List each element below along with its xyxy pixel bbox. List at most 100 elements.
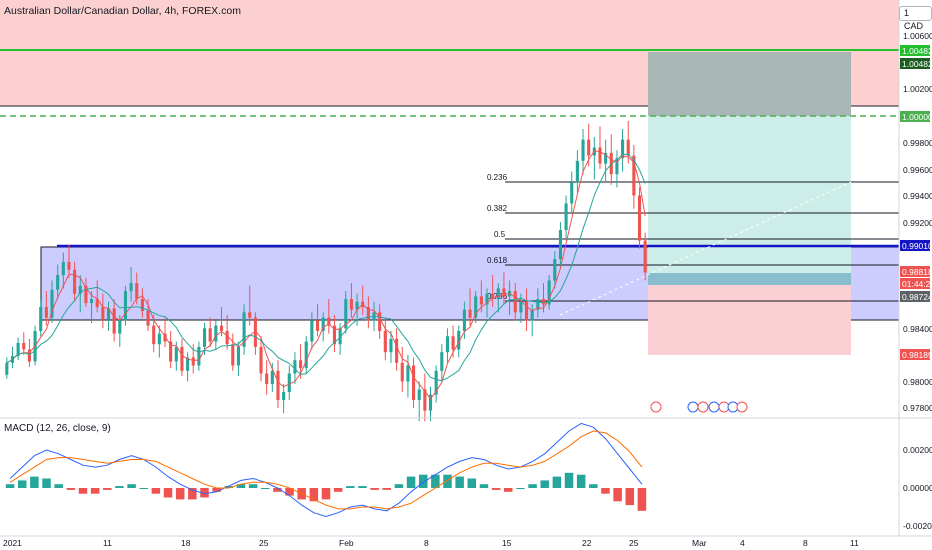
candle-body bbox=[355, 301, 359, 310]
candle-body bbox=[575, 160, 579, 183]
macd-hist-bar bbox=[431, 474, 440, 488]
candle-body bbox=[581, 139, 585, 161]
candle-body bbox=[338, 328, 342, 345]
candle-body bbox=[293, 360, 297, 374]
macd-pane bbox=[5, 422, 647, 518]
candle-body bbox=[423, 389, 427, 411]
badge-dashed-level: 1.00000 bbox=[902, 112, 932, 122]
time-tick: 8 bbox=[424, 538, 429, 548]
candle-body bbox=[637, 195, 642, 241]
candle-body bbox=[598, 147, 602, 164]
time-tick: 18 bbox=[181, 538, 191, 548]
macd-hist-bar bbox=[467, 478, 477, 488]
fib-label-05: 0.5 bbox=[494, 230, 506, 239]
candle-body bbox=[208, 328, 212, 342]
macd-hist-bar bbox=[224, 486, 234, 488]
macd-hist-bar bbox=[212, 488, 221, 492]
candle-body bbox=[5, 362, 9, 375]
macd-hist-bar bbox=[346, 486, 355, 488]
candle-body bbox=[242, 312, 246, 347]
macd-hist-bar bbox=[394, 484, 404, 488]
candle-body bbox=[626, 139, 630, 156]
candle-body bbox=[564, 203, 568, 230]
candle-body bbox=[163, 333, 167, 342]
macd-hist-bar bbox=[540, 480, 549, 488]
price-tick: 0.98400 bbox=[903, 324, 932, 334]
macd-hist-bar bbox=[5, 484, 15, 488]
candle-body bbox=[462, 309, 466, 331]
candle-body bbox=[73, 269, 77, 294]
macd-hist-bar bbox=[382, 488, 392, 490]
candle-body bbox=[157, 333, 161, 345]
candle-body bbox=[491, 293, 495, 300]
candle-body bbox=[349, 299, 353, 310]
candle-body bbox=[231, 344, 235, 366]
macd-hist-bar bbox=[42, 478, 51, 488]
candle-body bbox=[310, 320, 314, 342]
macd-hist-bar bbox=[248, 484, 258, 488]
price-axis: 1.00600 1.00200 0.99800 0.99600 0.99400 … bbox=[903, 31, 932, 413]
candle-body bbox=[474, 296, 478, 318]
candle-body bbox=[22, 342, 26, 350]
candle-body bbox=[39, 307, 43, 331]
candle-body bbox=[604, 152, 608, 164]
macd-hist-bar bbox=[175, 488, 185, 500]
price-tick: 1.00200 bbox=[903, 84, 932, 94]
candle-body bbox=[140, 299, 144, 312]
candle-body bbox=[536, 299, 540, 310]
candle-body bbox=[553, 259, 557, 281]
macd-hist-bar bbox=[17, 480, 27, 488]
price-tick: 0.99400 bbox=[903, 191, 932, 201]
candle-body bbox=[547, 280, 551, 305]
macd-hist-bar bbox=[78, 488, 88, 494]
candle-body bbox=[327, 317, 331, 326]
macd-hist-bar bbox=[236, 484, 246, 488]
candle-body bbox=[225, 330, 229, 345]
candle-body bbox=[428, 394, 433, 411]
candle-body bbox=[395, 338, 399, 363]
candle-body bbox=[541, 299, 546, 305]
macd-hist-bar bbox=[613, 488, 622, 502]
candle-body bbox=[524, 301, 529, 321]
currency-badge[interactable]: 1 CAD bbox=[899, 6, 932, 31]
candle-body bbox=[315, 320, 320, 331]
candle-body bbox=[101, 307, 105, 319]
macd-hist-bar bbox=[103, 488, 112, 490]
time-tick: 4 bbox=[740, 538, 745, 548]
stop-loss-zone bbox=[648, 285, 851, 355]
projection-line bbox=[559, 181, 852, 316]
candle-body bbox=[202, 328, 207, 347]
candle-body bbox=[389, 338, 393, 353]
candle-body bbox=[259, 346, 263, 374]
candle-body bbox=[152, 325, 156, 345]
price-tick: 1.00600 bbox=[903, 31, 932, 41]
candle-body bbox=[276, 370, 280, 401]
macd-hist-bar bbox=[516, 488, 525, 489]
candle-body bbox=[383, 330, 387, 353]
candle-body bbox=[118, 320, 122, 334]
candle-body bbox=[479, 296, 483, 305]
candle-body bbox=[587, 139, 591, 156]
candle-body bbox=[445, 336, 450, 353]
candle-body bbox=[366, 307, 370, 321]
macd-hist-bar bbox=[491, 488, 501, 490]
candle-body bbox=[248, 312, 252, 318]
badge-green-level-secondary: 1.00482 bbox=[902, 59, 932, 69]
elapsed-overlay bbox=[648, 52, 851, 116]
macd-hist-bar bbox=[151, 488, 161, 494]
macd-hist-bar bbox=[576, 474, 586, 488]
candle-body bbox=[16, 342, 20, 357]
macd-hist-bar bbox=[309, 488, 319, 502]
macd-hist-bar bbox=[370, 488, 379, 490]
candle-body bbox=[632, 155, 636, 196]
macd-hist-bar bbox=[285, 488, 294, 496]
event-icons[interactable] bbox=[650, 401, 748, 413]
candle-body bbox=[112, 308, 116, 334]
candle-body bbox=[621, 139, 625, 159]
candle-body bbox=[530, 309, 534, 321]
macd-line bbox=[9, 422, 643, 518]
